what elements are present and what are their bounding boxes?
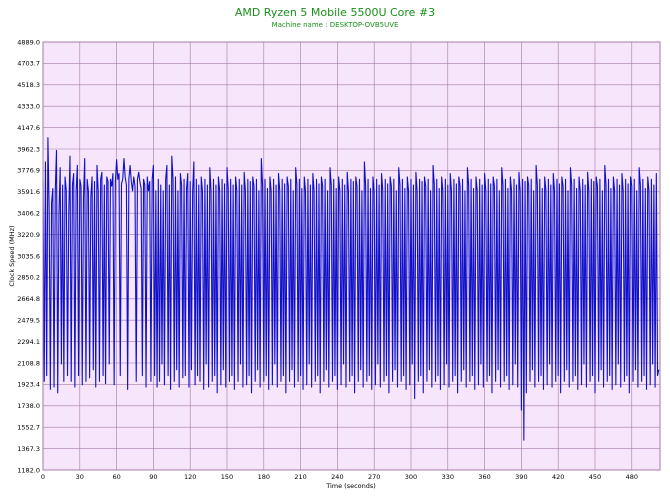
y-axis-label: Clock Speed (MHz) [8, 225, 16, 286]
x-tick-label: 480 [626, 473, 638, 481]
x-tick-label: 30 [76, 473, 84, 481]
y-tick-label: 1367.3 [17, 445, 40, 453]
x-tick-label: 390 [515, 473, 527, 481]
x-axis-ticks: 0 30 60 90 120 150 180 210 240 270 300 330 360 390 420… [41, 473, 638, 481]
y-tick-label: 1923.4 [17, 381, 40, 389]
y-tick-label: 2850.2 [17, 274, 40, 282]
x-tick-label: 0 [41, 473, 45, 481]
y-tick-label: 2664.8 [17, 295, 40, 303]
y-tick-label: 4147.6 [17, 124, 40, 132]
x-tick-label: 270 [368, 473, 380, 481]
y-tick-label: 3776.9 [17, 167, 40, 175]
y-tick-label: 4703.7 [17, 60, 40, 68]
x-tick-label: 240 [331, 473, 343, 481]
y-axis-ticks: 1182.0 1367.3 1552.7 1738.0 1923.4 2108.8 2294… [17, 38, 40, 474]
x-axis-label: Time (seconds) [325, 482, 376, 490]
y-tick-label: 1552.7 [17, 424, 40, 432]
chart-subtitle: Machine name : DESKTOP-OVB5UVE [272, 21, 399, 29]
plot-border [42, 41, 661, 471]
x-tick-label: 150 [221, 473, 233, 481]
y-tick-label: 2479.5 [17, 316, 40, 324]
x-tick-label: 420 [552, 473, 564, 481]
x-tick-label: 300 [405, 473, 417, 481]
x-tick-label: 90 [149, 473, 157, 481]
y-tick-label: 1738.0 [17, 402, 40, 410]
x-tick-label: 180 [258, 473, 270, 481]
y-tick-label: 1182.0 [17, 466, 40, 474]
y-tick-label: 3591.6 [17, 188, 40, 196]
x-tick-label: 210 [294, 473, 306, 481]
y-tick-label: 2294.1 [17, 338, 40, 346]
y-tick-label: 4333.0 [17, 102, 40, 110]
x-tick-label: 360 [478, 473, 490, 481]
y-tick-label: 4518.3 [17, 81, 40, 89]
y-tick-label: 2108.8 [17, 359, 40, 367]
y-tick-label: 3962.3 [17, 145, 40, 153]
y-tick-label: 3035.6 [17, 252, 40, 260]
x-tick-label: 330 [442, 473, 454, 481]
chart-title: AMD Ryzen 5 Mobile 5500U Core #3 [235, 6, 435, 19]
y-tick-label: 3406.2 [17, 210, 40, 218]
x-tick-label: 60 [112, 473, 120, 481]
y-tick-label: 4889.0 [17, 38, 40, 46]
y-tick-label: 3220.9 [17, 231, 40, 239]
x-tick-label: 450 [589, 473, 601, 481]
x-tick-label: 120 [184, 473, 196, 481]
series-line [42, 137, 660, 441]
